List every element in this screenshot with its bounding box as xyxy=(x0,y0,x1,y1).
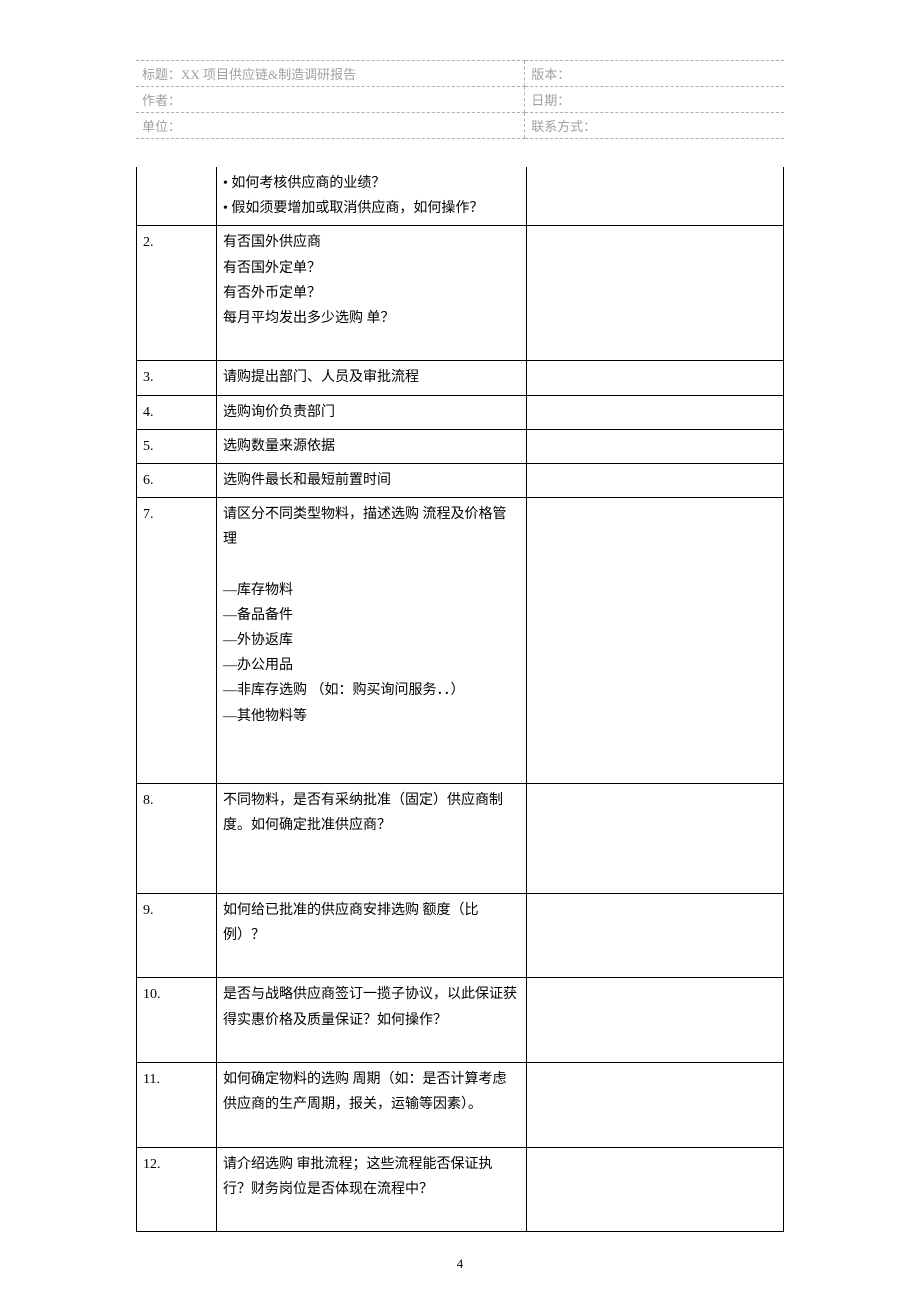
table-row: 6.选购件最长和最短前置时间 xyxy=(137,463,784,497)
table-row: 12.请介绍选购 审批流程；这些流程能否保证执行？财务岗位是否体现在流程中？ xyxy=(137,1147,784,1232)
row-number-cell: 10. xyxy=(137,978,217,1063)
question-cell: 如何确定物料的选购 周期（如：是否计算考虑供应商的生产周期，报关，运输等因素）。 xyxy=(217,1063,527,1148)
header-unit-label: 单位： xyxy=(142,119,181,134)
question-line: 不同物料，是否有采纳批准（固定）供应商制度。如何确定批准供应商？ xyxy=(223,788,520,838)
question-line xyxy=(223,948,520,973)
question-line: 如何给已批准的供应商安排选购 额度（比例）？ xyxy=(223,898,520,948)
question-line: —库存物料 xyxy=(223,578,520,603)
answer-cell xyxy=(527,1063,784,1148)
page-number: 4 xyxy=(0,1256,920,1272)
question-line xyxy=(223,729,520,754)
row-number-cell xyxy=(137,167,217,226)
row-number-cell: 8. xyxy=(137,784,217,894)
table-row: 7.请区分不同类型物料，描述选购 流程及价格管理 —库存物料—备品备件—外协返库… xyxy=(137,498,784,784)
row-number-cell: 4. xyxy=(137,395,217,429)
question-cell: 选购件最长和最短前置时间 xyxy=(217,463,527,497)
table-row: 10.是否与战略供应商签订一揽子协议，以此保证获得实惠价格及质量保证？如何操作？ xyxy=(137,978,784,1063)
answer-cell xyxy=(527,1147,784,1232)
question-line: 选购件最长和最短前置时间 xyxy=(223,468,520,493)
question-line: 请购提出部门、人员及审批流程 xyxy=(223,365,520,390)
question-line: 每月平均发出多少选购 单？ xyxy=(223,306,520,331)
question-line: 请区分不同类型物料，描述选购 流程及价格管理 xyxy=(223,502,520,552)
row-number-cell: 12. xyxy=(137,1147,217,1232)
question-line: • 如何考核供应商的业绩？ xyxy=(223,171,520,196)
question-line xyxy=(223,754,520,779)
row-number-cell: 6. xyxy=(137,463,217,497)
answer-cell xyxy=(527,978,784,1063)
answer-cell xyxy=(527,361,784,395)
question-line: 有否国外定单？ xyxy=(223,256,520,281)
header-author-cell: 作者： xyxy=(136,87,525,113)
row-number-cell: 11. xyxy=(137,1063,217,1148)
question-line: 是否与战略供应商签订一揽子协议，以此保证获得实惠价格及质量保证？如何操作？ xyxy=(223,982,520,1032)
answer-cell xyxy=(527,226,784,361)
question-cell: 选购数量来源依据 xyxy=(217,429,527,463)
table-row: 2.有否国外供应商有否国外定单？有否外币定单？每月平均发出多少选购 单？ xyxy=(137,226,784,361)
document-header-table: 标题：XX 项目供应链&制造调研报告 版本： 作者： 日期： 单位： 联系方式： xyxy=(136,60,784,139)
answer-cell xyxy=(527,893,784,978)
question-line: —办公用品 xyxy=(223,653,520,678)
answer-cell xyxy=(527,784,784,894)
header-title-value: XX 项目供应链&制造调研报告 xyxy=(181,67,356,82)
row-number-cell: 2. xyxy=(137,226,217,361)
question-line: 请介绍选购 审批流程；这些流程能否保证执行？财务岗位是否体现在流程中？ xyxy=(223,1152,520,1202)
questionnaire-table: • 如何考核供应商的业绩？• 假如须要增加或取消供应商，如何操作？2.有否国外供… xyxy=(136,167,784,1232)
table-row: 3.请购提出部门、人员及审批流程 xyxy=(137,361,784,395)
answer-cell xyxy=(527,498,784,784)
header-date-label: 日期： xyxy=(531,93,570,108)
question-line: —非库存选购 （如：购买询问服务．．） xyxy=(223,678,520,703)
table-row: 9.如何给已批准的供应商安排选购 额度（比例）？ xyxy=(137,893,784,978)
header-title-cell: 标题：XX 项目供应链&制造调研报告 xyxy=(136,61,525,87)
header-version-cell: 版本： xyxy=(525,61,784,87)
question-line xyxy=(223,331,520,356)
row-number-cell: 9. xyxy=(137,893,217,978)
header-unit-cell: 单位： xyxy=(136,113,525,139)
document-page: 标题：XX 项目供应链&制造调研报告 版本： 作者： 日期： 单位： 联系方式： xyxy=(0,0,920,1302)
header-title-label: 标题： xyxy=(142,67,181,82)
question-line: 有否国外供应商 xyxy=(223,230,520,255)
question-line: • 假如须要增加或取消供应商，如何操作？ xyxy=(223,196,520,221)
table-row: 8.不同物料，是否有采纳批准（固定）供应商制度。如何确定批准供应商？ xyxy=(137,784,784,894)
question-line: —外协返库 xyxy=(223,628,520,653)
question-line: 选购询价负责部门 xyxy=(223,400,520,425)
question-line: 有否外币定单？ xyxy=(223,281,520,306)
answer-cell xyxy=(527,395,784,429)
question-line: 选购数量来源依据 xyxy=(223,434,520,459)
table-row: • 如何考核供应商的业绩？• 假如须要增加或取消供应商，如何操作？ xyxy=(137,167,784,226)
question-cell: 请购提出部门、人员及审批流程 xyxy=(217,361,527,395)
row-number-cell: 3. xyxy=(137,361,217,395)
answer-cell xyxy=(527,429,784,463)
question-cell: 选购询价负责部门 xyxy=(217,395,527,429)
header-contact-label: 联系方式： xyxy=(531,119,596,134)
question-cell: 请介绍选购 审批流程；这些流程能否保证执行？财务岗位是否体现在流程中？ xyxy=(217,1147,527,1232)
answer-cell xyxy=(527,463,784,497)
question-line xyxy=(223,864,520,889)
question-line: —其他物料等 xyxy=(223,704,520,729)
question-line xyxy=(223,552,520,577)
row-number-cell: 7. xyxy=(137,498,217,784)
table-row: 5.选购数量来源依据 xyxy=(137,429,784,463)
header-date-cell: 日期： xyxy=(525,87,784,113)
question-line xyxy=(223,1033,520,1058)
question-cell: 请区分不同类型物料，描述选购 流程及价格管理 —库存物料—备品备件—外协返库—办… xyxy=(217,498,527,784)
question-cell: 如何给已批准的供应商安排选购 额度（比例）？ xyxy=(217,893,527,978)
question-cell: 有否国外供应商有否国外定单？有否外币定单？每月平均发出多少选购 单？ xyxy=(217,226,527,361)
question-line: 如何确定物料的选购 周期（如：是否计算考虑供应商的生产周期，报关，运输等因素）。 xyxy=(223,1067,520,1117)
question-line: —备品备件 xyxy=(223,603,520,628)
header-author-label: 作者： xyxy=(142,93,181,108)
question-line xyxy=(223,839,520,864)
question-cell: 不同物料，是否有采纳批准（固定）供应商制度。如何确定批准供应商？ xyxy=(217,784,527,894)
row-number-cell: 5. xyxy=(137,429,217,463)
answer-cell xyxy=(527,167,784,226)
table-row: 11.如何确定物料的选购 周期（如：是否计算考虑供应商的生产周期，报关，运输等因… xyxy=(137,1063,784,1148)
question-line xyxy=(223,1117,520,1142)
table-row: 4.选购询价负责部门 xyxy=(137,395,784,429)
question-cell: • 如何考核供应商的业绩？• 假如须要增加或取消供应商，如何操作？ xyxy=(217,167,527,226)
header-contact-cell: 联系方式： xyxy=(525,113,784,139)
header-version-label: 版本： xyxy=(531,67,570,82)
question-line xyxy=(223,1202,520,1227)
question-cell: 是否与战略供应商签订一揽子协议，以此保证获得实惠价格及质量保证？如何操作？ xyxy=(217,978,527,1063)
